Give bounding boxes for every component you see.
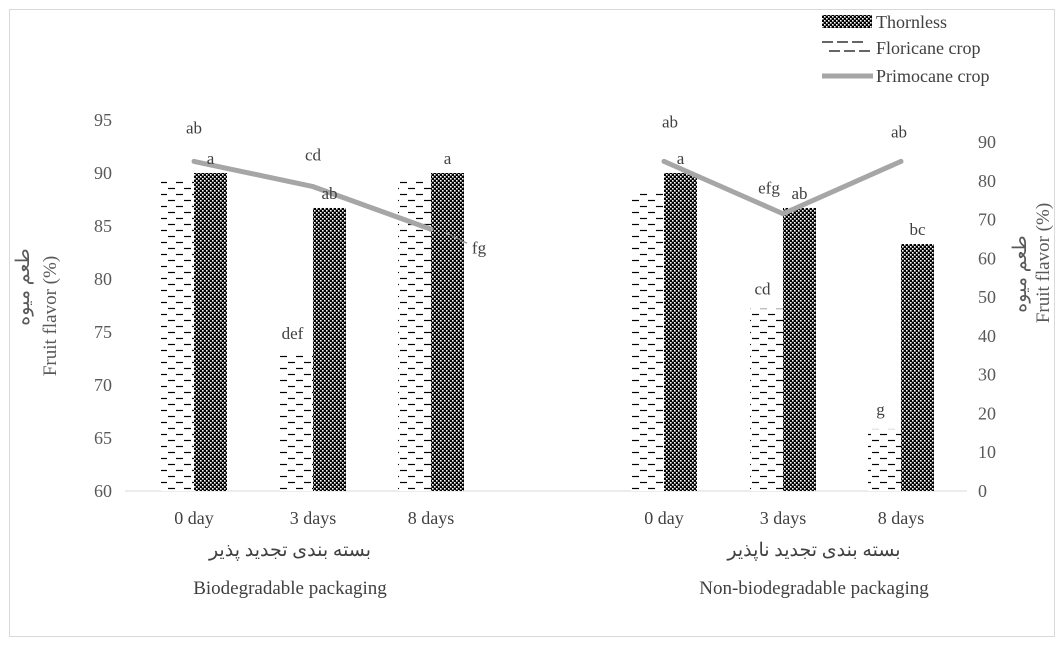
- x-tick-label-4: 3 days: [760, 508, 807, 528]
- label-floricane-4: cd: [754, 280, 771, 299]
- label-primocane-3: ab: [662, 112, 678, 131]
- y-left-tick-label-5: 85: [94, 216, 112, 236]
- x-tick-label-2: 8 days: [408, 508, 455, 528]
- bar-thornless-1: [313, 207, 346, 492]
- y-right-tick-label-6: 60: [978, 248, 996, 268]
- point-primocane-1: [310, 184, 316, 190]
- legend-floricane-label: Floricane crop: [876, 38, 980, 58]
- label-thornless-3: a: [677, 149, 685, 168]
- bar-thornless-2: [431, 173, 464, 491]
- legend-thornless-swatch: [822, 15, 872, 28]
- y-right-tick-label-3: 30: [978, 365, 996, 385]
- x-tick-label-3: 0 day: [644, 508, 684, 528]
- legend-floricane-swatch: [822, 41, 870, 52]
- bar-thornless-4: [783, 207, 816, 492]
- y-right-tick-label-2: 20: [978, 403, 996, 423]
- bar-floricane-2: [398, 178, 431, 492]
- line-primocane-group-2: [662, 159, 903, 217]
- group-1-label-en: Biodegradable packaging: [193, 578, 387, 599]
- y-right-tick-label-7: 70: [978, 210, 996, 230]
- y-right-tick-label-1: 10: [978, 442, 996, 462]
- x-tick-label-1: 3 days: [290, 508, 337, 528]
- bar-floricane-0: [161, 178, 194, 492]
- label-primocane-4: efg: [758, 179, 780, 198]
- bar-floricane-5: [868, 428, 901, 491]
- group-1-label-fa: بسته بندی تجدید پذیر: [208, 540, 371, 561]
- y-right-tick-label-8: 80: [978, 171, 996, 191]
- y-left-tick-label-6: 90: [94, 163, 112, 183]
- bar-thornless-5: [901, 244, 934, 491]
- y-left-tick-label-0: 60: [94, 481, 112, 501]
- point-primocane-0: [191, 158, 197, 164]
- legend-primocane-label: Primocane crop: [876, 66, 989, 86]
- legend: Thornless Floricane crop Primocane crop: [822, 12, 989, 86]
- label-thornless-5: bc: [909, 220, 926, 239]
- y-left-tick-label-3: 75: [94, 322, 112, 342]
- y-left-tick-label-1: 65: [94, 428, 112, 448]
- label-primocane-5: ab: [891, 122, 907, 141]
- label-primocane-1: cd: [305, 146, 322, 165]
- point-primocane-5: [898, 158, 904, 164]
- y-left-tick-label-4: 80: [94, 269, 112, 289]
- label-floricane-1: def: [282, 324, 304, 343]
- label-thornless-4: ab: [791, 184, 807, 203]
- bar-thornless-3: [664, 173, 697, 491]
- point-primocane-4: [780, 211, 786, 217]
- y-axis-left-title-fa: طعم میوه: [13, 248, 34, 325]
- group-2-label-en: Non-biodegradable packaging: [699, 578, 929, 599]
- bar-floricane-3: [631, 192, 664, 491]
- line-layer: [191, 158, 904, 232]
- line-primocane-group-1: [193, 158, 432, 232]
- group-2-label-fa: بسته بندی تجدید ناپذیر: [726, 540, 900, 561]
- bars-layer: [161, 173, 934, 492]
- y-right-tick-label-4: 40: [978, 326, 996, 346]
- legend-thornless-label: Thornless: [876, 12, 947, 32]
- y-axis-right-title: Fruit flavor (%): [1033, 203, 1054, 323]
- bar-floricane-4: [750, 308, 783, 491]
- chart-border: [9, 9, 1055, 637]
- y-right-tick-label-5: 50: [978, 287, 996, 307]
- label-floricane-5: g: [876, 400, 885, 419]
- y-right-tick-label-9: 90: [978, 132, 996, 152]
- y-right-tick-label-0: 0: [978, 481, 987, 501]
- label-primocane-0: ab: [186, 118, 202, 137]
- label-primocane-2: fg: [472, 238, 487, 257]
- label-thornless-0: a: [207, 149, 215, 168]
- label-thornless-1: ab: [321, 184, 337, 203]
- bar-thornless-0: [194, 173, 227, 491]
- bar-floricane-1: [280, 353, 313, 491]
- x-tick-label-0: 0 day: [174, 508, 214, 528]
- leader-primocane-2: [444, 231, 468, 244]
- y-axis-left-title: Fruit flavor (%): [40, 256, 61, 376]
- point-primocane-2: [428, 226, 434, 232]
- label-thornless-2: a: [444, 149, 452, 168]
- y-left-tick-label-2: 70: [94, 375, 112, 395]
- axes-layer: 60 65 70 75 80 85 90 95 0 10 20 30 40 50 60 70 80 90 0 day…: [94, 110, 996, 528]
- x-tick-label-5: 8 days: [878, 508, 925, 528]
- y-axis-right-title-fa: طعم میوه: [1010, 235, 1031, 312]
- y-left-tick-label-7: 95: [94, 110, 112, 130]
- point-primocane-3: [661, 158, 667, 164]
